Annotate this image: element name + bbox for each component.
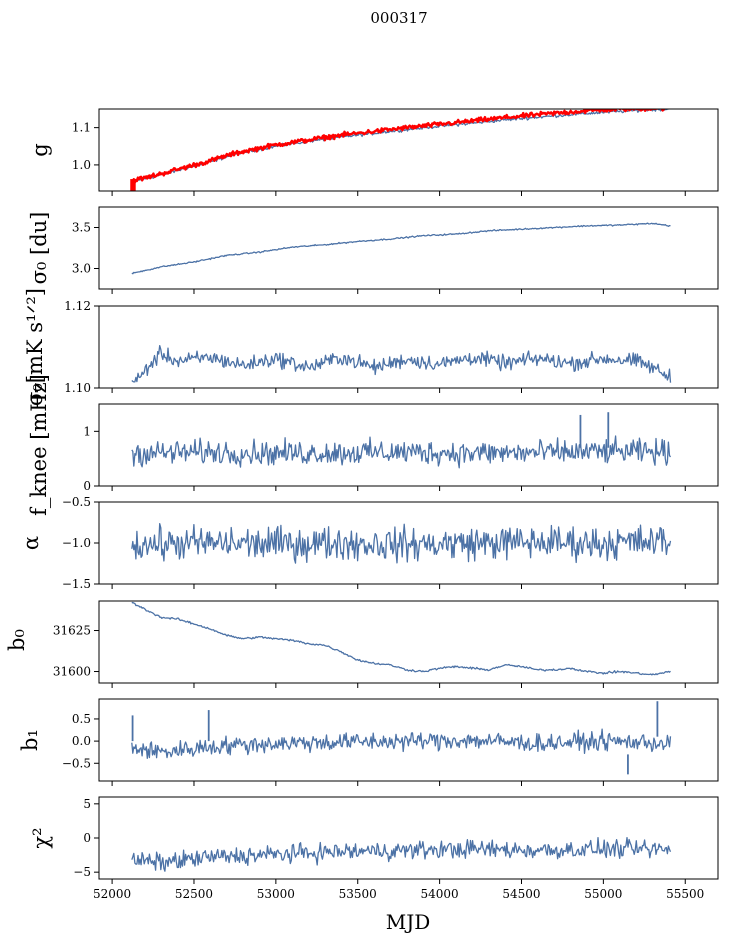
y-axis-label-sigma0_du: σ₀ [du]: [27, 212, 51, 285]
panel-b1: −0.5 0.0 0.5 b₁: [18, 698, 719, 786]
y-axis-label-b0: b₀: [5, 629, 29, 651]
axes-frame-g: [98, 108, 719, 192]
ytick-label-g-1: 1.1: [72, 121, 91, 135]
xtick-label-5: 54500: [502, 887, 540, 901]
series-line-b0-0: [131, 601, 671, 676]
panel-sigma0_du: 3.0 3.5 σ₀ [du]: [27, 206, 719, 294]
ytick-label-chi2-0: −5: [73, 865, 91, 879]
panel-g: 1.0 1.1 g: [28, 108, 719, 196]
series-line-sigma0_mk-0: [131, 344, 672, 383]
ytick-label-g-0: 1.0: [72, 158, 91, 172]
plot-area-g: [130, 109, 669, 191]
ytick-label-b1-2: 0.5: [72, 712, 91, 726]
plot-area-fknee: [131, 412, 672, 469]
plot-area-sigma0_du: [131, 222, 671, 275]
ytick-label-sigma0_mk-0: 1.10: [64, 381, 91, 395]
ytick-label-alpha-1: −1.0: [62, 536, 91, 550]
xtick-label-7: 55500: [666, 887, 704, 901]
ytick-label-b0-1: 31625: [53, 624, 91, 638]
y-axis-label-chi2: χ²: [29, 827, 53, 848]
ytick-label-alpha-2: −0.5: [62, 495, 91, 509]
axes-frame-fknee: [98, 403, 719, 487]
ytick-label-sigma0_du-0: 3.0: [72, 262, 91, 276]
axes-frame-b0: [98, 600, 719, 684]
axes-frame-chi2: [98, 796, 719, 880]
ytick-label-alpha-0: −1.5: [62, 577, 91, 591]
axes-frame-sigma0_mk: [98, 305, 719, 389]
ytick-label-chi2-2: 5: [83, 797, 91, 811]
ytick-label-b1-0: −0.5: [62, 756, 91, 770]
ytick-label-sigma0_du-1: 3.5: [72, 221, 91, 235]
y-axis-label-g: g: [28, 143, 52, 156]
series-line-sigma0_du-0: [131, 222, 671, 275]
ytick-label-chi2-1: 0: [83, 831, 91, 845]
xtick-label-6: 55000: [584, 887, 622, 901]
plot-area-b0: [131, 601, 671, 676]
axes-frame-b1: [98, 698, 719, 782]
y-axis-label-b1: b₁: [18, 729, 42, 751]
x-axis-label: MJD: [386, 910, 431, 934]
panel-chi2: −5 0 5 52000 52500 53000 53500 54000 54500 55000 5…: [29, 796, 719, 934]
series-line-g-0: [131, 109, 669, 182]
y-axis-label-sigma0_mk: σ₀[mK s¹ᐟ²]: [23, 288, 47, 406]
ytick-label-sigma0_mk-1: 1.12: [64, 299, 91, 313]
panel-b0: 31600 31625 b₀: [5, 600, 719, 688]
ytick-label-fknee-1: 1: [83, 424, 91, 438]
figure-title: 000317: [370, 9, 427, 27]
y-axis-label-fknee: f_knee [mHz]: [27, 374, 51, 516]
xtick-label-2: 53000: [257, 887, 295, 901]
series-line-alpha-0: [131, 523, 672, 564]
ytick-label-b0-0: 31600: [53, 665, 91, 679]
ytick-label-b1-1: 0.0: [72, 734, 91, 748]
panel-alpha: −1.5 −1.0 −0.5 α: [19, 495, 719, 591]
plot-area-sigma0_mk: [131, 344, 672, 383]
y-axis-label-alpha: α: [19, 536, 43, 550]
xtick-label-3: 53500: [339, 887, 377, 901]
series-line-chi2-0: [131, 836, 672, 872]
xtick-label-0: 52000: [93, 887, 131, 901]
series-line-g-1: [130, 109, 669, 184]
series-line-fknee-0: [131, 435, 672, 469]
ytick-label-fknee-0: 0: [83, 479, 91, 493]
xtick-label-1: 52500: [175, 887, 213, 901]
panel-fknee: 0 1 f_knee [mHz]: [27, 374, 719, 516]
plot-area-alpha: [131, 523, 672, 564]
axes-frame-sigma0_du: [98, 206, 719, 290]
plot-area-b1: [131, 701, 672, 775]
axes-frame-alpha: [98, 501, 719, 585]
plot-area-chi2: [131, 836, 672, 872]
xtick-label-4: 54000: [421, 887, 459, 901]
series-line-b1-0: [131, 728, 672, 759]
panel-sigma0_mk: 1.10 1.12 σ₀[mK s¹ᐟ²]: [23, 288, 719, 406]
